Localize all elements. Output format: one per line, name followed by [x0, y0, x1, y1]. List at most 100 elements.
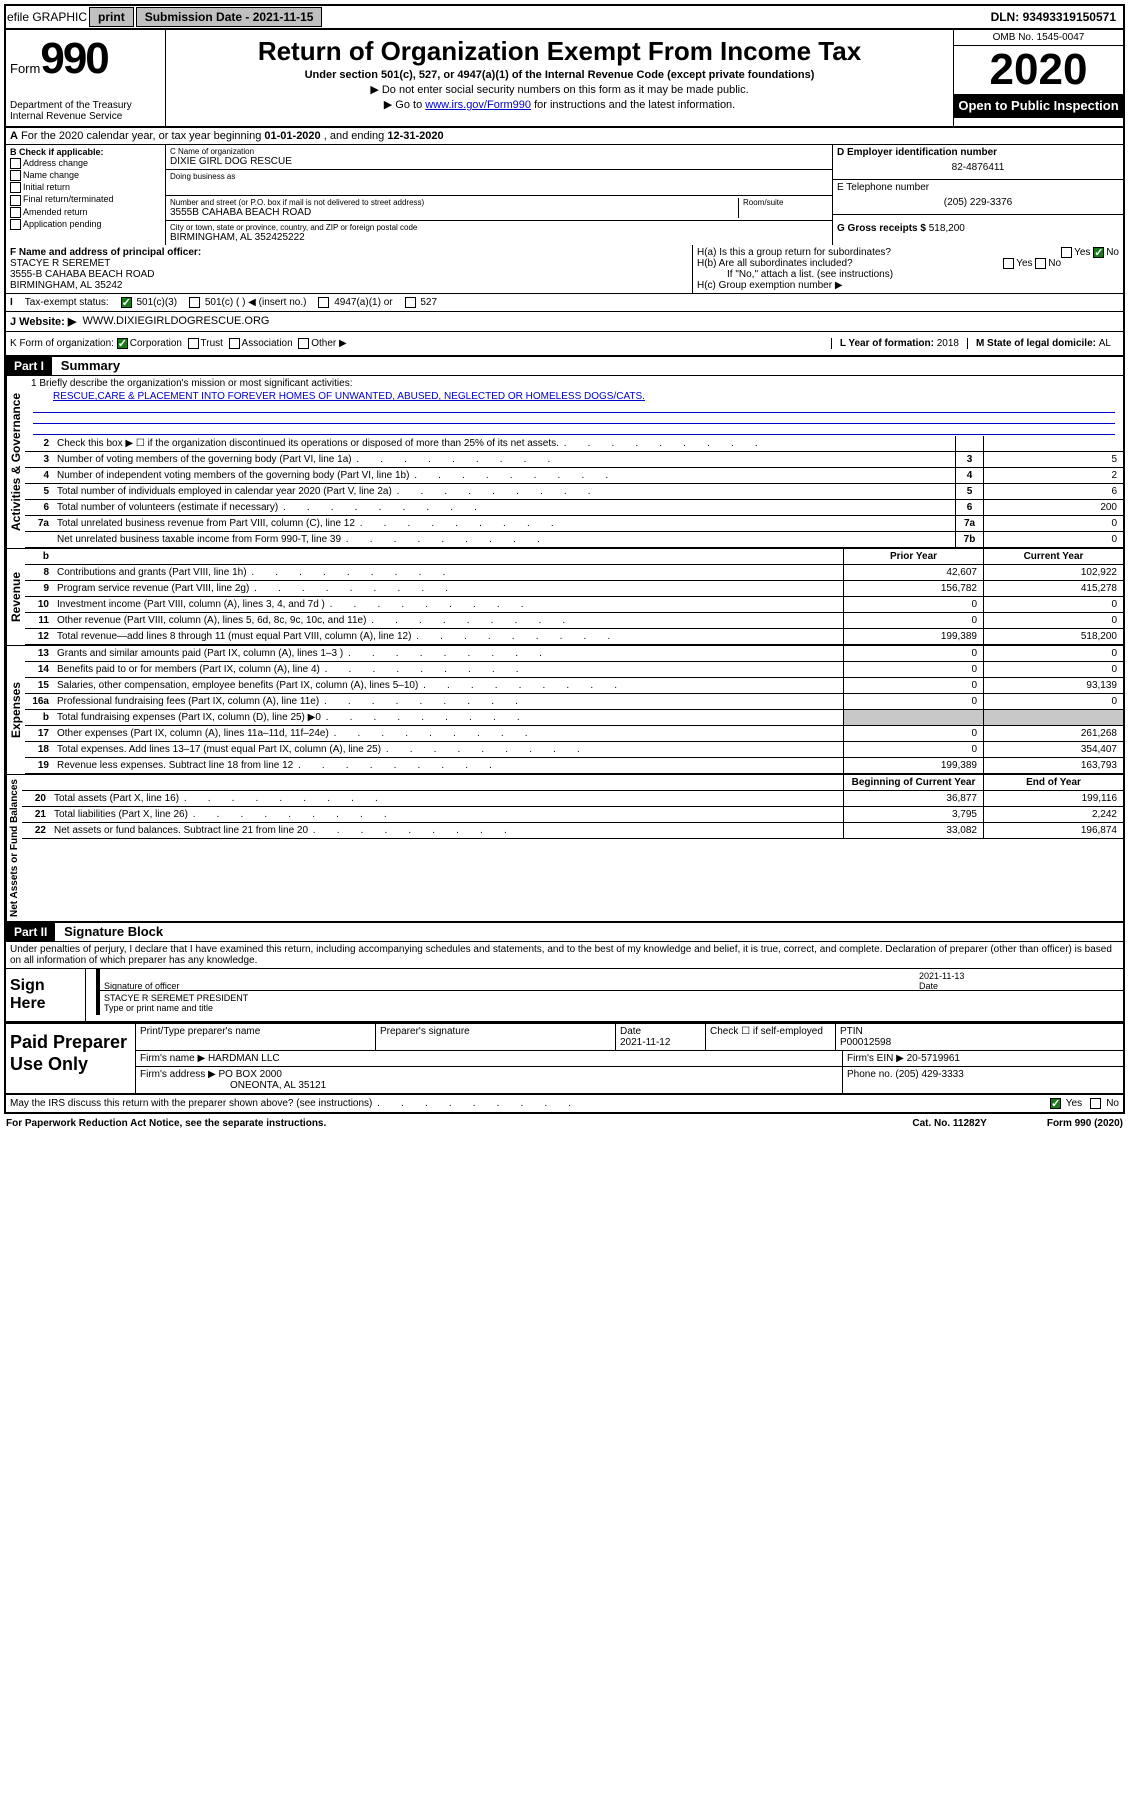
chk-assoc[interactable]	[229, 338, 240, 349]
ein: 82-4876411	[837, 158, 1119, 177]
header-right: OMB No. 1545-0047 2020 Open to Public In…	[953, 30, 1123, 126]
sign-here-label: Sign Here	[6, 969, 86, 1021]
open-public-badge: Open to Public Inspection	[954, 94, 1123, 118]
sign-here-block: Sign Here Signature of officer 2021-11-1…	[4, 969, 1125, 1023]
summary-line: 20Total assets (Part X, line 16)36,87719…	[22, 791, 1123, 807]
summary-line: 8Contributions and grants (Part VIII, li…	[25, 565, 1123, 581]
summary-line: 3Number of voting members of the governi…	[25, 452, 1123, 468]
phone: (205) 229-3376	[837, 193, 1119, 212]
summary-line: 21Total liabilities (Part X, line 26)3,7…	[22, 807, 1123, 823]
summary-line: 6Total number of volunteers (estimate if…	[25, 500, 1123, 516]
summary-line: 22Net assets or fund balances. Subtract …	[22, 823, 1123, 839]
identity-block: B Check if applicable: Address change Na…	[4, 145, 1125, 245]
chk-corp[interactable]	[117, 338, 128, 349]
discuss-row: May the IRS discuss this return with the…	[4, 1095, 1125, 1114]
expenses-section: Expenses 13Grants and similar amounts pa…	[4, 646, 1125, 775]
firm-ein: 20-5719961	[907, 1053, 960, 1064]
chk-amended[interactable]: Amended return	[10, 207, 161, 218]
H-block: H(a) Is this a group return for subordin…	[693, 245, 1123, 293]
gross-receipts: 518,200	[929, 223, 965, 234]
vlabel-gov: Activities & Governance	[6, 376, 25, 548]
mission-text[interactable]: RESCUE,CARE & PLACEMENT INTO FOREVER HOM…	[53, 391, 645, 402]
col-DEG: D Employer identification number82-48764…	[833, 145, 1123, 245]
ssn-note: ▶ Do not enter social security numbers o…	[174, 83, 945, 96]
mission-blank-line	[33, 414, 1115, 424]
org-city: BIRMINGHAM, AL 352425222	[170, 232, 305, 243]
summary-line: 10Investment income (Part VIII, column (…	[25, 597, 1123, 613]
chk-4947[interactable]	[318, 297, 329, 308]
summary-line: Net unrelated business taxable income fr…	[25, 532, 1123, 548]
mission-label: 1 Briefly describe the organization's mi…	[25, 376, 1123, 391]
summary-line: 4Number of independent voting members of…	[25, 468, 1123, 484]
col-B-checkboxes: B Check if applicable: Address change Na…	[6, 145, 166, 245]
summary-line: bTotal fundraising expenses (Part IX, co…	[25, 710, 1123, 726]
summary-line: 18Total expenses. Add lines 13–17 (must …	[25, 742, 1123, 758]
principal-officer: F Name and address of principal officer:…	[6, 245, 693, 293]
chk-pending[interactable]: Application pending	[10, 219, 161, 230]
form-title: Return of Organization Exempt From Incom…	[174, 36, 945, 67]
netassets-section: Net Assets or Fund Balances Beginning of…	[4, 775, 1125, 923]
website: WWW.DIXIEGIRLDOGRESCUE.ORG	[82, 315, 269, 328]
FH-block: F Name and address of principal officer:…	[4, 245, 1125, 294]
chk-final-return[interactable]: Final return/terminated	[10, 194, 161, 205]
tax-exempt-row: I Tax-exempt status: 501(c)(3) 501(c) ( …	[4, 294, 1125, 312]
Hb-yes[interactable]	[1003, 258, 1014, 269]
header-left: Form990 Department of the Treasury Inter…	[6, 30, 166, 126]
vlabel-rev: Revenue	[6, 549, 25, 645]
chk-trust[interactable]	[188, 338, 199, 349]
form-subtitle: Under section 501(c), 527, or 4947(a)(1)…	[174, 69, 945, 81]
discuss-no[interactable]	[1090, 1098, 1101, 1109]
summary-line: 19Revenue less expenses. Subtract line 1…	[25, 758, 1123, 774]
org-name: DIXIE GIRL DOG RESCUE	[170, 156, 292, 167]
chk-527[interactable]	[405, 297, 416, 308]
col-header2-row: Beginning of Current Year End of Year	[22, 775, 1123, 791]
org-street: 3555B CAHABA BEACH ROAD	[170, 207, 311, 218]
summary-line: 11Other revenue (Part VIII, column (A), …	[25, 613, 1123, 629]
dln-label: DLN: 93493319150571	[991, 10, 1122, 24]
vlabel-exp: Expenses	[6, 646, 25, 774]
chk-501c3[interactable]	[121, 297, 132, 308]
discuss-yes[interactable]	[1050, 1098, 1061, 1109]
irs-form990-link[interactable]: www.irs.gov/Form990	[425, 99, 531, 111]
chk-name-change[interactable]: Name change	[10, 170, 161, 181]
summary-line: 16aProfessional fundraising fees (Part I…	[25, 694, 1123, 710]
chk-address-change[interactable]: Address change	[10, 158, 161, 169]
submission-date-button[interactable]: Submission Date - 2021-11-15	[136, 7, 323, 27]
irs-label: Internal Revenue Service	[10, 111, 161, 122]
col-header-row: b Prior Year Current Year	[25, 549, 1123, 565]
officer-name: STACYE R SEREMET PRESIDENT	[104, 993, 248, 1003]
dept-label: Department of the Treasury	[10, 100, 161, 111]
chk-other[interactable]	[298, 338, 309, 349]
paid-preparer-label: Paid Preparer Use Only	[6, 1024, 136, 1093]
form-number: Form990	[10, 34, 161, 84]
form-header: Form990 Department of the Treasury Inter…	[4, 30, 1125, 128]
part1-title: Summary	[55, 356, 126, 375]
Hb-no[interactable]	[1035, 258, 1046, 269]
tax-year: 2020	[954, 46, 1123, 94]
goto-note: ▶ Go to www.irs.gov/Form990 for instruct…	[174, 98, 945, 111]
summary-line: 2Check this box ▶ ☐ if the organization …	[25, 436, 1123, 452]
print-button[interactable]: print	[89, 7, 134, 27]
part2-title: Signature Block	[58, 922, 169, 941]
Ha-no[interactable]	[1093, 247, 1104, 258]
footer-note: For Paperwork Reduction Act Notice, see …	[4, 1114, 1125, 1133]
summary-line: 14Benefits paid to or for members (Part …	[25, 662, 1123, 678]
governance-section: Activities & Governance 1 Briefly descri…	[4, 376, 1125, 549]
summary-line: 7aTotal unrelated business revenue from …	[25, 516, 1123, 532]
Ha-yes[interactable]	[1061, 247, 1072, 258]
chk-501c[interactable]	[189, 297, 200, 308]
efile-label: efile GRAPHIC	[7, 10, 87, 24]
part2-tag: Part II	[6, 923, 55, 941]
preparer-phone: (205) 429-3333	[895, 1069, 963, 1080]
summary-line: 15Salaries, other compensation, employee…	[25, 678, 1123, 694]
header-title-block: Return of Organization Exempt From Incom…	[166, 30, 953, 126]
mission-blank-line	[33, 403, 1115, 413]
revenue-section: Revenue b Prior Year Current Year 8Contr…	[4, 549, 1125, 646]
summary-line: 12Total revenue—add lines 8 through 11 (…	[25, 629, 1123, 645]
chk-initial-return[interactable]: Initial return	[10, 182, 161, 193]
vlabel-net: Net Assets or Fund Balances	[6, 775, 22, 921]
line-A-taxyear: A For the 2020 calendar year, or tax yea…	[4, 128, 1125, 145]
summary-line: 13Grants and similar amounts paid (Part …	[25, 646, 1123, 662]
col-C-identity: C Name of organizationDIXIE GIRL DOG RES…	[166, 145, 833, 245]
paid-preparer-block: Paid Preparer Use Only Print/Type prepar…	[4, 1023, 1125, 1095]
